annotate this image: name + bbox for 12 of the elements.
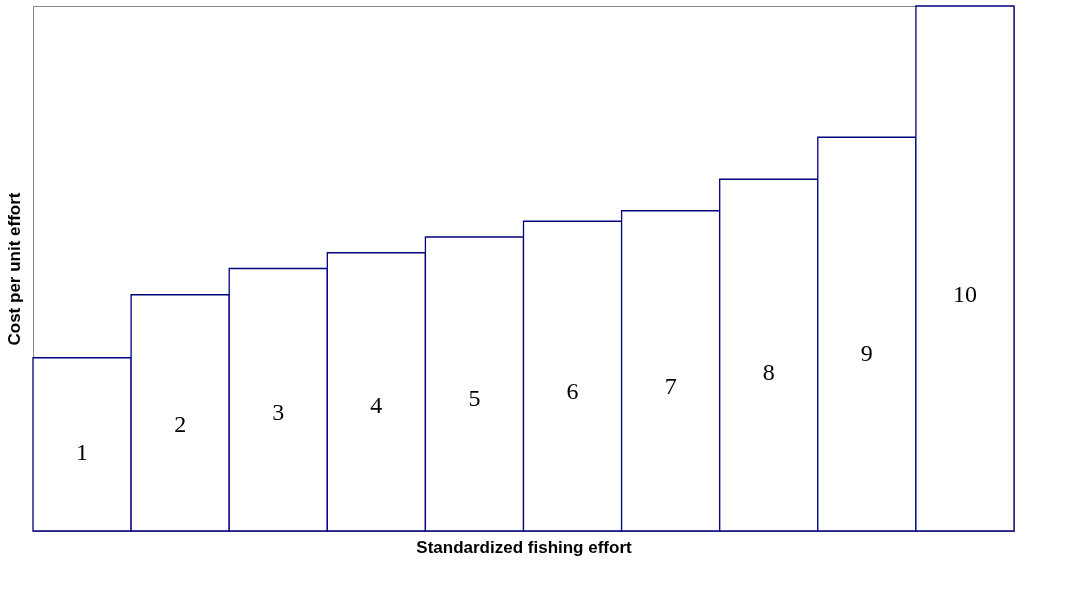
- x-tick-label: 9: [860, 339, 873, 366]
- x-tick-label: 8: [762, 358, 775, 385]
- y-axis-title: Cost per unit effort: [4, 192, 24, 346]
- x-tick-label: 4: [370, 391, 383, 418]
- x-axis-title: Standardized fishing effort: [416, 537, 633, 557]
- x-tick-label: 10: [952, 280, 977, 307]
- x-tick-label: 7: [664, 372, 677, 399]
- x-tick-label: 5: [468, 384, 481, 411]
- x-tick-label: 3: [272, 398, 285, 425]
- x-tick-label: 6: [566, 377, 579, 404]
- x-tick-label: 2: [174, 410, 187, 437]
- x-tick-label: 1: [76, 439, 89, 466]
